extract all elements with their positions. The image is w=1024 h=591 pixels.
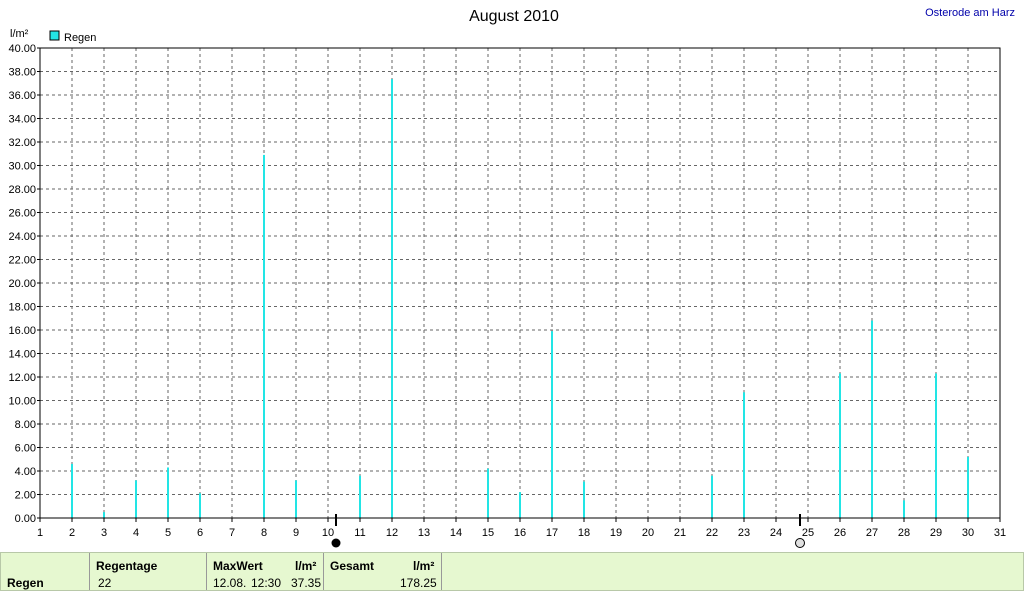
x-tick-label: 16 [514, 527, 526, 539]
y-tick-label: 40.00 [8, 43, 36, 55]
summary-maxwert-cell: MaxWert l/m² 12.08. 12:30 37.35 [206, 553, 324, 590]
x-tick-label: 25 [802, 527, 814, 539]
rain-bar [903, 500, 905, 518]
x-tick-label: 1 [37, 527, 43, 539]
x-tick-label: 20 [642, 527, 654, 539]
rain-bar [199, 493, 201, 518]
rain-bar [519, 492, 521, 518]
rain-bar [711, 475, 713, 518]
x-tick-label: 21 [674, 527, 686, 539]
x-tick-label: 7 [229, 527, 235, 539]
x-tick-label: 31 [994, 527, 1006, 539]
y-tick-label: 12.00 [8, 372, 36, 384]
full-moon-icon [795, 538, 805, 548]
x-tick-label: 22 [706, 527, 718, 539]
rain-bar [871, 320, 873, 518]
x-tick-label: 3 [101, 527, 107, 539]
rain-bar [135, 480, 137, 518]
rain-chart: August 2010 Osterode am Harz l/m² Regen … [8, 7, 1015, 548]
y-tick-label: 20.00 [8, 278, 36, 290]
y-tick-label: 38.00 [8, 67, 36, 79]
y-tick-label: 22.00 [8, 255, 36, 267]
y-tick-label: 24.00 [8, 231, 36, 243]
rain-bar [583, 481, 585, 518]
x-tick-label: 5 [165, 527, 171, 539]
maxwert-value: 37.35 [291, 576, 322, 590]
gesamt-label: Gesamt [330, 559, 375, 573]
rain-bar [71, 463, 73, 518]
regentage-value: 22 [98, 576, 112, 590]
y-tick-label: 26.00 [8, 208, 36, 220]
x-tick-label: 27 [866, 527, 878, 539]
x-tick-label: 17 [546, 527, 558, 539]
y-tick-label: 36.00 [8, 90, 36, 102]
x-tick-label: 4 [133, 527, 139, 539]
plot-frame [39, 47, 1001, 519]
y-tick-label: 8.00 [15, 419, 36, 431]
legend-swatch [49, 30, 60, 41]
x-tick-label: 29 [930, 527, 942, 539]
y-tick-label: 16.00 [8, 325, 36, 337]
x-tick-label: 30 [962, 527, 974, 539]
x-tick-label: 12 [386, 527, 398, 539]
x-tick-label: 23 [738, 527, 750, 539]
y-tick-label: 10.00 [8, 396, 36, 408]
gesamt-value: 178.25 [400, 576, 437, 590]
summary-regentage-cell: Regentage 22 [89, 553, 207, 590]
x-tick-label: 18 [578, 527, 590, 539]
rain-bar [551, 331, 553, 518]
y-tick-label: 2.00 [15, 490, 36, 502]
y-tick-label: 32.00 [8, 137, 36, 149]
rain-bar [487, 468, 489, 518]
location-label: Osterode am Harz [925, 7, 1015, 19]
y-tick-label: 6.00 [15, 443, 36, 455]
summary-gesamt-cell: Gesamt l/m² 178.25 [323, 553, 442, 590]
rain-bar [359, 475, 361, 518]
legend-label: Regen [64, 32, 96, 44]
maxwert-label: MaxWert [213, 559, 263, 573]
maxwert-unit: l/m² [295, 559, 317, 573]
rain-bar [167, 467, 169, 518]
x-tick-label: 8 [261, 527, 267, 539]
y-tick-label: 28.00 [8, 184, 36, 196]
x-tick-label: 26 [834, 527, 846, 539]
rain-bar [263, 154, 265, 519]
y-tick-label: 0.00 [15, 513, 36, 525]
x-tick-label: 11 [354, 527, 365, 539]
rain-bar [103, 512, 105, 518]
y-axis-unit: l/m² [10, 28, 29, 40]
x-tick-label: 24 [770, 527, 782, 539]
x-tick-label: 15 [482, 527, 494, 539]
x-tick-label: 6 [197, 527, 203, 539]
x-tick-label: 10 [322, 527, 334, 539]
rain-bar [743, 392, 745, 518]
y-tick-label: 34.00 [8, 114, 36, 126]
summary-table: Regen Regentage 22 MaxWert l/m² 12.08. 1… [0, 552, 1024, 591]
summary-row-label: Regen [7, 576, 44, 590]
y-tick-label: 18.00 [8, 302, 36, 314]
x-tick-label: 14 [450, 527, 462, 539]
regentage-label: Regentage [96, 559, 158, 573]
rain-bar [839, 373, 841, 518]
x-tick-label: 9 [293, 527, 299, 539]
chart-title: August 2010 [469, 8, 559, 25]
gesamt-unit: l/m² [413, 559, 435, 573]
x-tick-label: 13 [418, 527, 430, 539]
y-tick-label: 14.00 [8, 349, 36, 361]
maxwert-time: 12:30 [251, 576, 282, 590]
x-tick-label: 2 [69, 527, 75, 539]
x-tick-label: 28 [898, 527, 910, 539]
rain-bar [295, 480, 297, 518]
y-tick-label: 4.00 [15, 466, 36, 478]
rain-bar [391, 79, 393, 518]
rain-bar [967, 456, 969, 518]
summary-divider [441, 553, 443, 590]
rain-bar [935, 373, 937, 518]
maxwert-date: 12.08. [213, 576, 247, 590]
new-moon-icon [331, 538, 341, 548]
y-tick-label: 30.00 [8, 161, 36, 173]
x-tick-label: 19 [610, 527, 622, 539]
